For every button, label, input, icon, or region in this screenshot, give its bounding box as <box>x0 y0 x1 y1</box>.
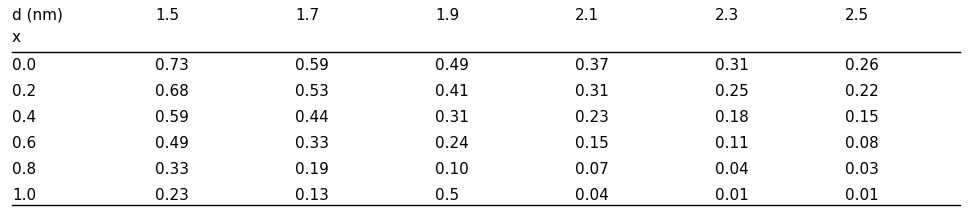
Text: 0.37: 0.37 <box>575 58 608 73</box>
Text: 0.18: 0.18 <box>715 110 749 125</box>
Text: 0.41: 0.41 <box>435 84 469 99</box>
Text: 2.5: 2.5 <box>845 8 869 23</box>
Text: 0.5: 0.5 <box>435 188 459 203</box>
Text: 0.59: 0.59 <box>155 110 189 125</box>
Text: 0.15: 0.15 <box>575 136 608 151</box>
Text: 0.25: 0.25 <box>715 84 749 99</box>
Text: 0.49: 0.49 <box>435 58 469 73</box>
Text: 0.01: 0.01 <box>845 188 878 203</box>
Text: 0.08: 0.08 <box>845 136 878 151</box>
Text: 0.33: 0.33 <box>295 136 329 151</box>
Text: 0.49: 0.49 <box>155 136 189 151</box>
Text: 0.11: 0.11 <box>715 136 749 151</box>
Text: 0.23: 0.23 <box>575 110 608 125</box>
Text: 0.8: 0.8 <box>12 162 36 177</box>
Text: 0.0: 0.0 <box>12 58 36 73</box>
Text: x: x <box>12 30 21 45</box>
Text: 0.10: 0.10 <box>435 162 469 177</box>
Text: 0.07: 0.07 <box>575 162 608 177</box>
Text: 0.26: 0.26 <box>845 58 878 73</box>
Text: 1.7: 1.7 <box>295 8 319 23</box>
Text: 0.31: 0.31 <box>715 58 749 73</box>
Text: 0.73: 0.73 <box>155 58 189 73</box>
Text: 0.13: 0.13 <box>295 188 329 203</box>
Text: 0.31: 0.31 <box>435 110 469 125</box>
Text: 0.22: 0.22 <box>845 84 878 99</box>
Text: d (nm): d (nm) <box>12 8 62 23</box>
Text: 0.19: 0.19 <box>295 162 329 177</box>
Text: 0.23: 0.23 <box>155 188 189 203</box>
Text: 1.0: 1.0 <box>12 188 36 203</box>
Text: 0.04: 0.04 <box>715 162 749 177</box>
Text: 0.04: 0.04 <box>575 188 608 203</box>
Text: 0.24: 0.24 <box>435 136 469 151</box>
Text: 0.01: 0.01 <box>715 188 749 203</box>
Text: 0.2: 0.2 <box>12 84 36 99</box>
Text: 0.59: 0.59 <box>295 58 329 73</box>
Text: 0.4: 0.4 <box>12 110 36 125</box>
Text: 0.03: 0.03 <box>845 162 878 177</box>
Text: 1.5: 1.5 <box>155 8 179 23</box>
Text: 2.1: 2.1 <box>575 8 599 23</box>
Text: 0.33: 0.33 <box>155 162 189 177</box>
Text: 0.53: 0.53 <box>295 84 329 99</box>
Text: 1.9: 1.9 <box>435 8 459 23</box>
Text: 0.31: 0.31 <box>575 84 608 99</box>
Text: 2.3: 2.3 <box>715 8 739 23</box>
Text: 0.6: 0.6 <box>12 136 36 151</box>
Text: 0.44: 0.44 <box>295 110 329 125</box>
Text: 0.15: 0.15 <box>845 110 878 125</box>
Text: 0.68: 0.68 <box>155 84 189 99</box>
